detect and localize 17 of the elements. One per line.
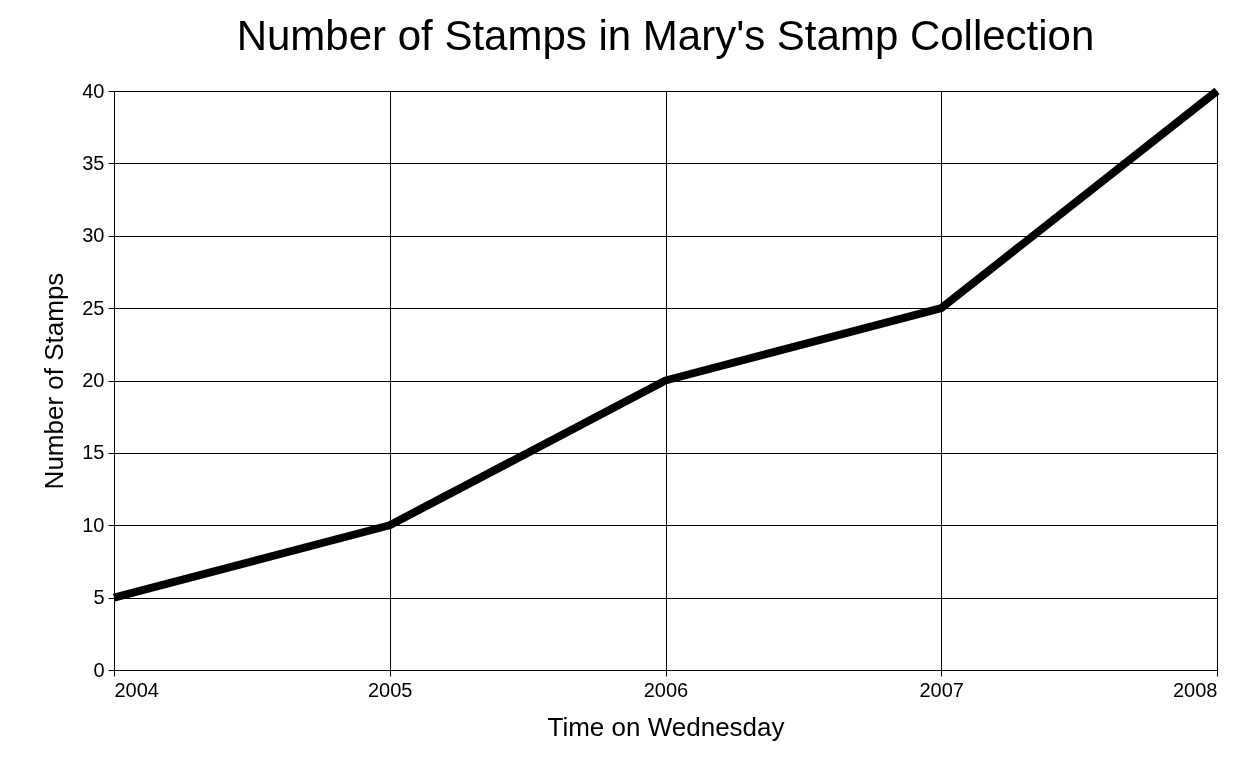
x-axis-title: Time on Wednesday xyxy=(547,711,785,742)
y-tick-label: 20 xyxy=(82,369,105,391)
x-tick-label: 2008 xyxy=(1173,678,1218,701)
y-tick-label: 40 xyxy=(82,79,105,102)
y-tick-label: 30 xyxy=(82,224,105,247)
x-tick-label: 2006 xyxy=(643,678,689,701)
y-tick-label: 0 xyxy=(93,658,105,681)
y-axis-title: Number of Stamps xyxy=(39,272,70,490)
y-tick-label: 5 xyxy=(93,586,105,609)
x-tick-label: 2004 xyxy=(114,678,159,701)
y-tick-label: 25 xyxy=(82,296,105,319)
y-tick-label: 10 xyxy=(82,513,105,536)
x-tick-label: 2005 xyxy=(368,678,413,701)
chart-title: Number of Stamps in Mary's Stamp Collection xyxy=(236,12,1095,59)
y-tick-label: 35 xyxy=(82,151,105,174)
y-tick-label: 15 xyxy=(82,441,105,464)
x-tick-label: 2007 xyxy=(919,678,964,701)
